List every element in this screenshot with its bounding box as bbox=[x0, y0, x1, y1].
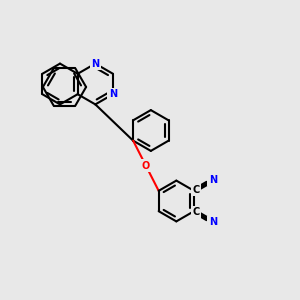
Text: C: C bbox=[193, 184, 200, 195]
Text: N: N bbox=[91, 58, 99, 69]
Text: N: N bbox=[109, 89, 117, 99]
Text: C: C bbox=[193, 207, 200, 218]
Text: O: O bbox=[142, 161, 150, 171]
Text: N: N bbox=[209, 175, 217, 185]
Text: N: N bbox=[209, 217, 217, 227]
